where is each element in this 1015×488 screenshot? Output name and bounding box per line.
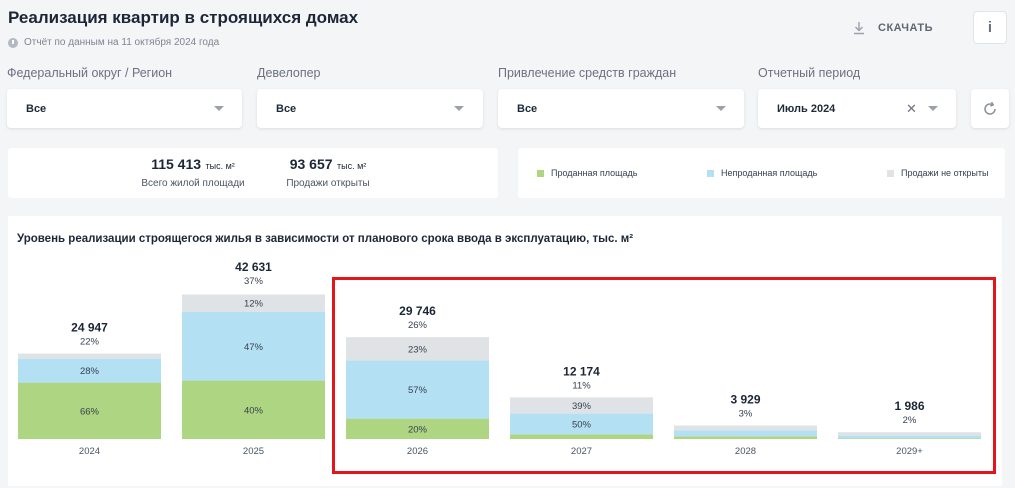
chevron-down-icon <box>454 106 464 111</box>
legend-label-not-open: Продажи не открыты <box>901 168 989 178</box>
download-icon <box>854 22 864 35</box>
filter-label-developer: Девелопер <box>257 66 321 80</box>
legend-item-not-open: Продажи не открыты <box>887 168 989 178</box>
bar-segment-label: 12% <box>244 299 264 310</box>
chart-card: Уровень реализации строящегося жилья в з… <box>8 216 1002 486</box>
total-area-label: Всего жилой площади <box>141 178 245 189</box>
bar-segment-label: 39% <box>572 401 592 412</box>
bar-total-label: 29 746 <box>399 304 436 318</box>
bar-segment-label: 47% <box>244 342 264 353</box>
total-area-value: 115 413 <box>151 156 202 172</box>
bar-segment-label: 40% <box>244 405 264 416</box>
bar-total-label: 24 947 <box>71 321 108 335</box>
page-title: Реализация квартир в строящихся домах <box>8 8 359 27</box>
info-button[interactable]: i <box>973 11 1007 44</box>
open-sales-value: 93 657 <box>289 156 333 172</box>
legend-label-sold: Проданная площадь <box>551 168 638 178</box>
summary-card: 115 413 тыс. м² Всего жилой площади 93 6… <box>8 148 498 198</box>
open-sales-label: Продажи открыты <box>286 178 370 189</box>
bar-segment-unsold <box>346 360 489 419</box>
bar-segment-not_open <box>346 337 489 361</box>
download-button[interactable]: СКАЧАТЬ <box>852 18 933 38</box>
funding-select[interactable]: Все <box>498 89 744 128</box>
download-label: СКАЧАТЬ <box>878 22 934 34</box>
bar-segment-label: 57% <box>408 385 428 396</box>
not-open-share-label: 3% <box>739 409 753 420</box>
chart-title: Уровень реализации строящегося жилья в з… <box>17 233 634 245</box>
bar-segment-unsold <box>838 435 981 439</box>
region-select[interactable]: Все <box>7 89 242 128</box>
not-open-share-label: 26% <box>408 320 428 331</box>
legend-swatch-sold <box>537 169 544 177</box>
bar-segment-label: 66% <box>80 406 100 417</box>
filter-label-funding: Привлечение средств граждан <box>498 66 677 80</box>
not-open-share-label: 2% <box>903 415 917 426</box>
bar-total-label: 1 986 <box>894 399 924 413</box>
open-sales-unit: тыс. м² <box>337 161 367 171</box>
developer-select[interactable]: Все <box>257 89 483 128</box>
period-select[interactable]: Июль 2024 ✕ <box>758 89 956 128</box>
total-area-unit: тыс. м² <box>205 161 235 171</box>
developer-select-value: Все <box>276 102 297 115</box>
clock-icon <box>8 37 18 48</box>
bar-segment-unsold <box>18 358 161 383</box>
not-open-share-label: 37% <box>244 276 264 287</box>
bar-segment-not_open <box>838 432 981 436</box>
bar-segment-sold <box>182 380 325 439</box>
chart-plot: 66% 28% 22% 24 947 2024 40% 47% 12% 37% 42 631 202… <box>18 260 981 457</box>
x-tick-label: 2028 <box>735 446 756 457</box>
x-tick-label: 2024 <box>79 446 100 457</box>
filter-label-region: Федеральный округ / Регион <box>7 66 173 80</box>
bar-segment-label: 20% <box>408 424 428 435</box>
chevron-down-icon <box>214 106 224 111</box>
bar-segment-unsold <box>674 430 817 437</box>
bar-segment-label: 28% <box>80 366 100 377</box>
legend-item-unsold: Непроданная площадь <box>707 168 817 178</box>
bar-segment-sold <box>510 434 653 439</box>
bar-segment-not_open <box>674 425 817 431</box>
open-sales-stat: 93 657 тыс. м² Продажи открыты <box>273 156 383 189</box>
legend-item-sold: Проданная площадь <box>537 168 637 178</box>
bar-total-label: 42 631 <box>235 260 272 274</box>
legend-swatch-unsold <box>707 169 714 177</box>
not-open-share-label: 11% <box>572 380 591 391</box>
bar-segment-sold <box>838 438 981 439</box>
x-tick-label: 2026 <box>407 446 428 457</box>
bar-segment-not_open <box>182 294 325 312</box>
report-date: Отчёт по данным на 11 октября 2024 года <box>8 37 219 48</box>
region-select-value: Все <box>26 102 47 115</box>
funding-select-value: Все <box>517 102 538 115</box>
x-tick-label: 2025 <box>243 446 264 457</box>
bar-total-label: 12 174 <box>563 364 600 378</box>
total-area-stat: 115 413 тыс. м² Всего жилой площади <box>128 156 258 189</box>
bar-segment-sold <box>18 382 161 439</box>
filter-label-period: Отчетный период <box>758 66 861 80</box>
refresh-button[interactable] <box>971 89 1009 128</box>
legend: Проданная площадь Непроданная площадь Пр… <box>518 148 1005 198</box>
bar-segment-sold <box>346 418 489 439</box>
report-date-text: Отчёт по данным на 11 октября 2024 года <box>24 37 220 48</box>
bar-segment-sold <box>674 436 817 439</box>
chevron-down-icon <box>928 106 938 111</box>
x-tick-label: 2027 <box>571 446 592 457</box>
period-select-value: Июль 2024 <box>777 102 836 115</box>
bar-segment-unsold <box>510 413 653 435</box>
clear-icon[interactable]: ✕ <box>906 101 917 116</box>
chevron-down-icon <box>716 106 726 111</box>
bar-segment-not_open <box>510 397 653 414</box>
legend-swatch-not-open <box>887 169 894 177</box>
not-open-share-label: 22% <box>80 337 100 348</box>
x-tick-label: 2029+ <box>896 446 923 457</box>
bar-segment-label: 50% <box>572 419 592 430</box>
bar-segment-label: 23% <box>408 344 428 355</box>
bar-total-label: 3 929 <box>730 393 760 407</box>
legend-label-unsold: Непроданная площадь <box>721 168 818 178</box>
bar-segment-unsold <box>182 311 325 381</box>
bar-segment-not_open <box>18 353 161 359</box>
refresh-icon <box>984 101 996 115</box>
